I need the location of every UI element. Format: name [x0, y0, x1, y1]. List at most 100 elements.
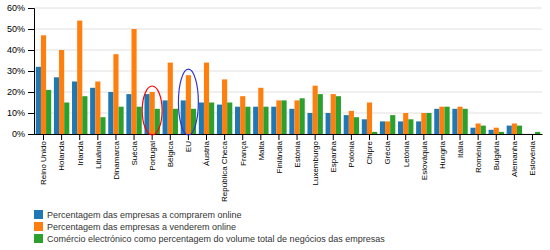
legend-label: Comércio electrónico como percentagem do… — [47, 234, 385, 244]
bar — [294, 100, 299, 134]
bar — [517, 126, 522, 134]
bar — [344, 115, 349, 134]
x-tick: Finlândia — [275, 134, 284, 173]
legend-label: Percentagem das empresas a comprarem onl… — [47, 210, 242, 220]
x-tick-label: Estónia — [293, 140, 302, 167]
bar — [512, 124, 517, 135]
bar — [258, 88, 263, 134]
bar — [263, 107, 268, 134]
x-tick-label: Áustria — [202, 140, 211, 165]
bar — [489, 130, 494, 134]
y-axis: 0%10%20%30%40%50%60% — [7, 3, 35, 139]
y-tick-label: 50% — [7, 24, 25, 34]
legend-item: Percentagem das empresas a comprarem onl… — [34, 210, 242, 220]
y-tick-label: 10% — [7, 108, 25, 118]
bar — [282, 100, 287, 134]
x-tick-mark — [369, 134, 370, 140]
bar — [354, 117, 359, 134]
x-tick: Chipre — [365, 134, 374, 165]
bar — [186, 75, 191, 134]
grid-line — [34, 8, 542, 9]
bar — [426, 113, 431, 134]
x-tick-label: Suécia — [130, 140, 139, 165]
x-tick-mark — [97, 134, 98, 140]
legend-label: Percentagem das empresas a venderem onli… — [47, 222, 236, 232]
y-tick-mark — [28, 92, 34, 93]
x-tick: Letónia — [402, 134, 411, 167]
x-tick: Alemanha — [510, 134, 519, 177]
bar — [457, 107, 462, 134]
bar — [240, 96, 245, 134]
bar — [416, 121, 421, 134]
x-tick: Luxemburgo — [311, 134, 320, 185]
y-tick: 40% — [7, 45, 34, 55]
bar — [349, 111, 354, 134]
x-tick-label: Finlândia — [275, 140, 284, 173]
y-tick: 10% — [7, 108, 34, 118]
bar — [227, 103, 232, 135]
legend-swatch — [34, 234, 43, 243]
x-tick-label: Lituânia — [94, 140, 103, 169]
x-tick-mark — [496, 134, 497, 140]
bar — [59, 50, 64, 134]
bar — [222, 79, 227, 134]
x-tick-label: Holanda — [57, 140, 66, 170]
x-tick: Estónia — [293, 134, 302, 168]
bar — [445, 107, 450, 134]
bar — [326, 113, 331, 134]
x-tick-mark — [115, 134, 116, 140]
bar — [434, 109, 439, 134]
bar — [331, 94, 336, 134]
bar — [398, 121, 403, 134]
bar — [525, 134, 530, 135]
bar — [36, 67, 41, 134]
x-tick: EU — [184, 134, 193, 152]
bar — [72, 82, 77, 135]
x-tick-mark — [170, 134, 171, 140]
y-tick-label: 60% — [7, 3, 25, 13]
x-tick: Hungria — [438, 134, 447, 169]
x-tick-mark — [460, 134, 461, 140]
x-tick-label: França — [239, 140, 248, 165]
x-tick-mark — [478, 134, 479, 140]
x-tick-label: Letónia — [402, 140, 411, 167]
y-tick: 50% — [7, 24, 34, 34]
y-tick: 20% — [7, 87, 34, 97]
grid — [34, 8, 542, 134]
x-tick-mark — [351, 134, 352, 140]
x-tick-mark — [43, 134, 44, 140]
bar — [168, 63, 173, 134]
chart: 0%10%20%30%40%50%60%Reino UnidoHolandaIr… — [0, 0, 550, 250]
x-tick-label: EU — [184, 141, 193, 152]
y-tick-mark — [28, 50, 34, 51]
y-tick-mark — [28, 134, 34, 135]
legend: Percentagem das empresas a comprarem onl… — [34, 210, 385, 244]
bar — [499, 132, 504, 134]
x-tick: Irlanda — [76, 134, 85, 165]
bar — [372, 132, 377, 134]
x-tick-label: Luxemburgo — [311, 140, 320, 185]
bar — [403, 113, 408, 134]
bar-series — [41, 21, 517, 134]
y-tick: 60% — [7, 3, 34, 13]
x-tick: Eslováquia — [420, 134, 429, 180]
bar — [95, 82, 100, 135]
bar — [271, 107, 276, 134]
bar — [530, 134, 535, 135]
x-tick: Dinamarca — [112, 134, 121, 180]
x-tick: Eslovénia — [528, 134, 537, 176]
bar — [126, 94, 131, 134]
x-tick: Holanda — [57, 134, 66, 171]
bar-series — [46, 90, 540, 134]
x-axis-line — [35, 134, 543, 135]
x-tick-label: Hungria — [438, 140, 447, 169]
x-tick-mark — [387, 134, 388, 140]
x-tick: Bélgica — [166, 134, 175, 167]
bar — [470, 128, 475, 134]
bar — [408, 119, 413, 134]
y-tick-mark — [28, 113, 34, 114]
x-tick: Suécia — [130, 134, 139, 165]
grid-line — [34, 50, 542, 51]
x-tick: Áustria — [202, 134, 211, 166]
annotations — [142, 69, 198, 135]
